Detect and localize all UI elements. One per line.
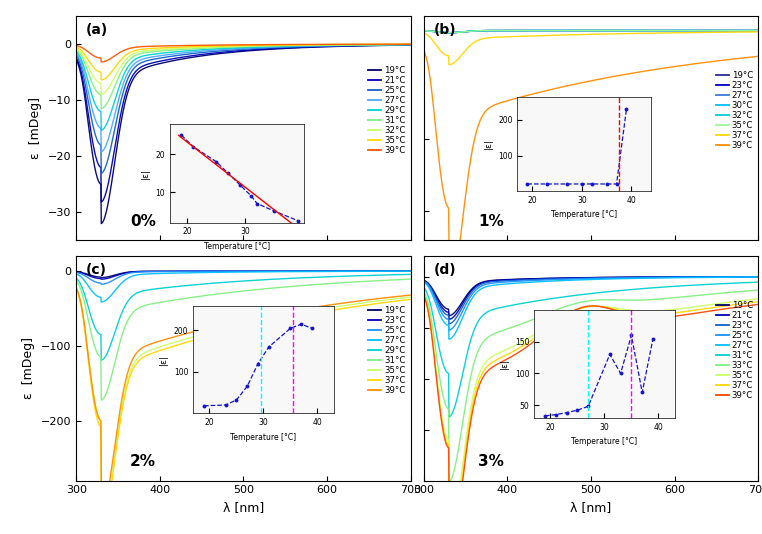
X-axis label: λ [nm]: λ [nm]: [223, 501, 264, 514]
X-axis label: λ [nm]: λ [nm]: [571, 501, 612, 514]
Text: 0%: 0%: [130, 214, 156, 229]
Text: 3%: 3%: [478, 454, 504, 469]
Legend: 19°C, 21°C, 23°C, 25°C, 27°C, 31°C, 33°C, 35°C, 37°C, 39°C: 19°C, 21°C, 23°C, 25°C, 27°C, 31°C, 33°C…: [716, 300, 754, 401]
Legend: 19°C, 21°C, 25°C, 27°C, 29°C, 31°C, 32°C, 35°C, 39°C: 19°C, 21°C, 25°C, 27°C, 29°C, 31°C, 32°C…: [367, 65, 406, 156]
Text: (c): (c): [86, 263, 107, 277]
Legend: 19°C, 23°C, 25°C, 27°C, 29°C, 31°C, 35°C, 37°C, 39°C: 19°C, 23°C, 25°C, 27°C, 29°C, 31°C, 35°C…: [367, 305, 406, 396]
Text: (a): (a): [86, 23, 108, 37]
Legend: 19°C, 23°C, 27°C, 30°C, 32°C, 35°C, 37°C, 39°C: 19°C, 23°C, 27°C, 30°C, 32°C, 35°C, 37°C…: [716, 70, 754, 151]
Y-axis label: ε  [mDeg]: ε [mDeg]: [22, 337, 35, 399]
Y-axis label: ε  [mDeg]: ε [mDeg]: [29, 97, 42, 159]
Text: (d): (d): [434, 263, 456, 277]
Text: 2%: 2%: [130, 454, 156, 469]
Text: 1%: 1%: [478, 214, 504, 229]
Text: (b): (b): [434, 23, 456, 37]
